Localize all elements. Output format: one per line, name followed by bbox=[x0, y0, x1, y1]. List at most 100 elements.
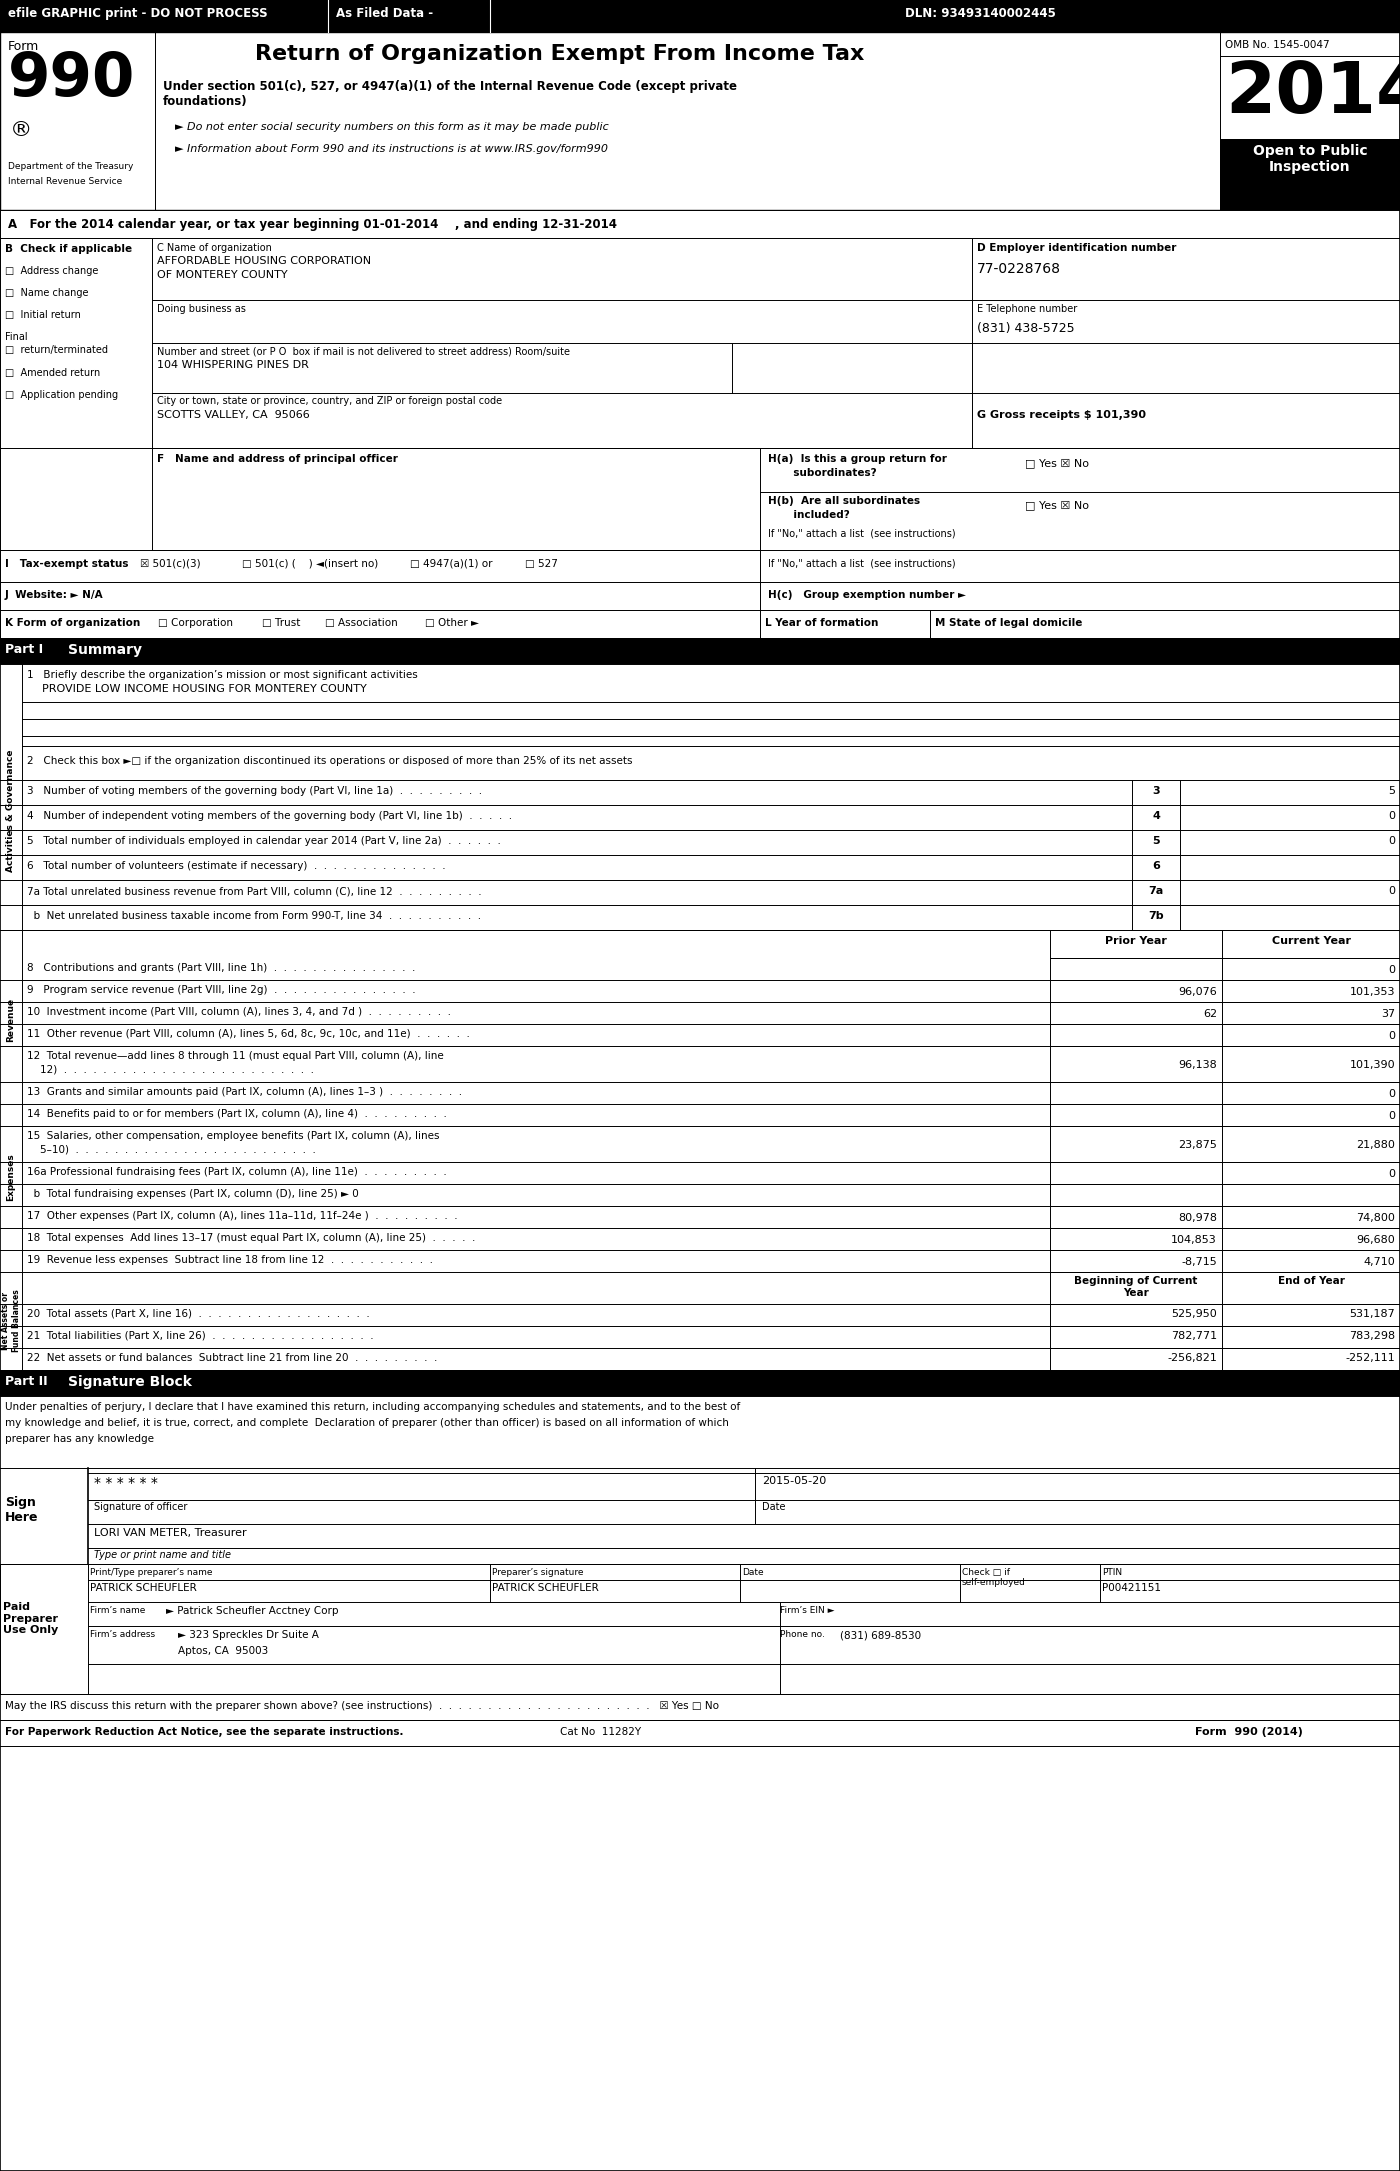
Text: PATRICK SCHEUFLER: PATRICK SCHEUFLER bbox=[90, 1583, 197, 1594]
Bar bbox=[1050, 1105, 1222, 1127]
Text: Firm’s EIN ►: Firm’s EIN ► bbox=[780, 1607, 834, 1615]
Text: If "No," attach a list  (see instructions): If "No," attach a list (see instructions… bbox=[769, 528, 956, 538]
Text: 0: 0 bbox=[1387, 1090, 1394, 1099]
Bar bbox=[1050, 1207, 1222, 1229]
Text: Internal Revenue Service: Internal Revenue Service bbox=[8, 178, 122, 187]
Text: 13  Grants and similar amounts paid (Part IX, column (A), lines 1–3 )  .  .  .  : 13 Grants and similar amounts paid (Part… bbox=[27, 1088, 462, 1096]
Text: 2   Check this box ►□ if the organization discontinued its operations or dispose: 2 Check this box ►□ if the organization … bbox=[27, 756, 633, 766]
Text: 104,853: 104,853 bbox=[1172, 1235, 1217, 1244]
Text: If "No," attach a list  (see instructions): If "No," attach a list (see instructions… bbox=[769, 558, 956, 569]
Text: □  return/terminated: □ return/terminated bbox=[6, 345, 108, 356]
Text: □  Application pending: □ Application pending bbox=[6, 391, 118, 399]
Text: 16a Professional fundraising fees (Part IX, column (A), line 11e)  .  .  .  .  .: 16a Professional fundraising fees (Part … bbox=[27, 1168, 447, 1177]
Bar bbox=[0, 747, 1400, 779]
Text: Part II: Part II bbox=[6, 1374, 48, 1387]
Text: G Gross receipts $ 101,390: G Gross receipts $ 101,390 bbox=[977, 410, 1147, 419]
Text: 96,138: 96,138 bbox=[1179, 1059, 1217, 1070]
Bar bbox=[1222, 1305, 1400, 1326]
Text: □ Yes ☒ No: □ Yes ☒ No bbox=[1025, 458, 1089, 469]
Text: M State of legal domicile: M State of legal domicile bbox=[935, 619, 1082, 627]
Text: Under section 501(c), 527, or 4947(a)(1) of the Internal Revenue Code (except pr: Under section 501(c), 527, or 4947(a)(1)… bbox=[162, 80, 736, 109]
Text: K Form of organization: K Form of organization bbox=[6, 619, 140, 627]
Text: 74,800: 74,800 bbox=[1357, 1214, 1394, 1222]
Bar bbox=[155, 33, 1219, 211]
Text: End of Year: End of Year bbox=[1278, 1277, 1344, 1285]
Text: 96,076: 96,076 bbox=[1179, 988, 1217, 996]
Bar bbox=[1050, 1250, 1222, 1272]
Text: Expenses: Expenses bbox=[7, 1153, 15, 1201]
Text: Part I: Part I bbox=[6, 643, 43, 656]
Text: (831) 438-5725: (831) 438-5725 bbox=[977, 321, 1075, 334]
Text: -252,111: -252,111 bbox=[1345, 1353, 1394, 1363]
Text: 5: 5 bbox=[1387, 786, 1394, 797]
Text: Cat No  11282Y: Cat No 11282Y bbox=[560, 1726, 641, 1737]
Text: Date: Date bbox=[762, 1502, 785, 1511]
Text: Firm’s name: Firm’s name bbox=[90, 1607, 146, 1615]
Bar bbox=[1050, 1183, 1222, 1207]
Bar bbox=[0, 1370, 1400, 1396]
Text: 0: 0 bbox=[1387, 964, 1394, 975]
Text: -8,715: -8,715 bbox=[1182, 1257, 1217, 1268]
Text: D Employer identification number: D Employer identification number bbox=[977, 243, 1176, 254]
Text: 37: 37 bbox=[1380, 1010, 1394, 1018]
Text: PATRICK SCHEUFLER: PATRICK SCHEUFLER bbox=[491, 1583, 599, 1594]
Text: Date: Date bbox=[742, 1567, 763, 1576]
Text: Current Year: Current Year bbox=[1271, 936, 1351, 947]
Text: 10  Investment income (Part VIII, column (A), lines 3, 4, and 7d )  .  .  .  .  : 10 Investment income (Part VIII, column … bbox=[27, 1007, 451, 1016]
Bar bbox=[1050, 1161, 1222, 1183]
Text: ► Information about Form 990 and its instructions is at www.IRS.gov/form990: ► Information about Form 990 and its ins… bbox=[175, 143, 608, 154]
Text: 7b: 7b bbox=[1148, 912, 1163, 921]
Text: P00421151: P00421151 bbox=[1102, 1583, 1161, 1594]
Text: SCOTTS VALLEY, CA  95066: SCOTTS VALLEY, CA 95066 bbox=[157, 410, 309, 419]
Text: □ Yes ☒ No: □ Yes ☒ No bbox=[1025, 499, 1089, 510]
Text: □ Trust: □ Trust bbox=[262, 619, 301, 627]
Text: 96,680: 96,680 bbox=[1357, 1235, 1394, 1244]
Text: 19  Revenue less expenses  Subtract line 18 from line 12  .  .  .  .  .  .  .  .: 19 Revenue less expenses Subtract line 1… bbox=[27, 1255, 433, 1266]
Text: efile GRAPHIC print - DO NOT PROCESS: efile GRAPHIC print - DO NOT PROCESS bbox=[8, 7, 267, 20]
Bar bbox=[1222, 1183, 1400, 1207]
Bar bbox=[1222, 1025, 1400, 1046]
Text: 12  Total revenue—add lines 8 through 11 (must equal Part VIII, column (A), line: 12 Total revenue—add lines 8 through 11 … bbox=[27, 1051, 444, 1062]
Text: 18  Total expenses  Add lines 13–17 (must equal Part IX, column (A), line 25)  .: 18 Total expenses Add lines 13–17 (must … bbox=[27, 1233, 476, 1244]
Text: my knowledge and belief, it is true, correct, and complete  Declaration of prepa: my knowledge and belief, it is true, cor… bbox=[6, 1418, 729, 1429]
Text: 0: 0 bbox=[1387, 886, 1394, 897]
Bar bbox=[1222, 1229, 1400, 1250]
Text: 3: 3 bbox=[1152, 786, 1159, 797]
Text: 4: 4 bbox=[1152, 812, 1161, 821]
Bar bbox=[0, 1468, 1400, 1563]
Text: 21,880: 21,880 bbox=[1357, 1140, 1394, 1151]
Text: b  Total fundraising expenses (Part IX, column (D), line 25) ► 0: b Total fundraising expenses (Part IX, c… bbox=[27, 1190, 358, 1198]
Text: Return of Organization Exempt From Income Tax: Return of Organization Exempt From Incom… bbox=[255, 43, 864, 63]
Bar bbox=[0, 239, 153, 447]
Text: 1   Briefly describe the organization’s mission or most significant activities: 1 Briefly describe the organization’s mi… bbox=[27, 671, 417, 680]
Bar bbox=[0, 610, 1400, 638]
Text: 5: 5 bbox=[1152, 836, 1159, 847]
Bar bbox=[1050, 957, 1222, 979]
Text: Aptos, CA  95003: Aptos, CA 95003 bbox=[178, 1646, 269, 1656]
Text: J  Website: ► N/A: J Website: ► N/A bbox=[6, 591, 104, 599]
Text: 101,390: 101,390 bbox=[1350, 1059, 1394, 1070]
Text: -256,821: -256,821 bbox=[1168, 1353, 1217, 1363]
Bar bbox=[1222, 1250, 1400, 1272]
Text: Net Assets or
Fund Balances: Net Assets or Fund Balances bbox=[1, 1290, 21, 1353]
Text: 62: 62 bbox=[1203, 1010, 1217, 1018]
Text: Type or print name and title: Type or print name and title bbox=[94, 1550, 231, 1561]
Bar bbox=[0, 638, 1400, 664]
Text: 0: 0 bbox=[1387, 812, 1394, 821]
Text: 21  Total liabilities (Part X, line 26)  .  .  .  .  .  .  .  .  .  .  .  .  .  : 21 Total liabilities (Part X, line 26) .… bbox=[27, 1331, 374, 1342]
Bar bbox=[1050, 1326, 1222, 1348]
Text: Department of the Treasury: Department of the Treasury bbox=[8, 163, 133, 172]
Text: □ Association: □ Association bbox=[325, 619, 398, 627]
Text: □ Corporation: □ Corporation bbox=[158, 619, 232, 627]
Text: included?: included? bbox=[769, 510, 850, 521]
Text: B  Check if applicable: B Check if applicable bbox=[6, 243, 132, 254]
Text: DLN: 93493140002445: DLN: 93493140002445 bbox=[904, 7, 1056, 20]
Bar bbox=[0, 33, 1400, 211]
Bar bbox=[0, 1396, 1400, 1468]
Text: 0: 0 bbox=[1387, 1168, 1394, 1179]
Text: H(b)  Are all subordinates: H(b) Are all subordinates bbox=[769, 495, 920, 506]
Bar bbox=[1219, 33, 1400, 211]
Text: Doing business as: Doing business as bbox=[157, 304, 246, 315]
Text: 2015-05-20: 2015-05-20 bbox=[762, 1476, 826, 1485]
Text: □  Name change: □ Name change bbox=[6, 289, 88, 297]
